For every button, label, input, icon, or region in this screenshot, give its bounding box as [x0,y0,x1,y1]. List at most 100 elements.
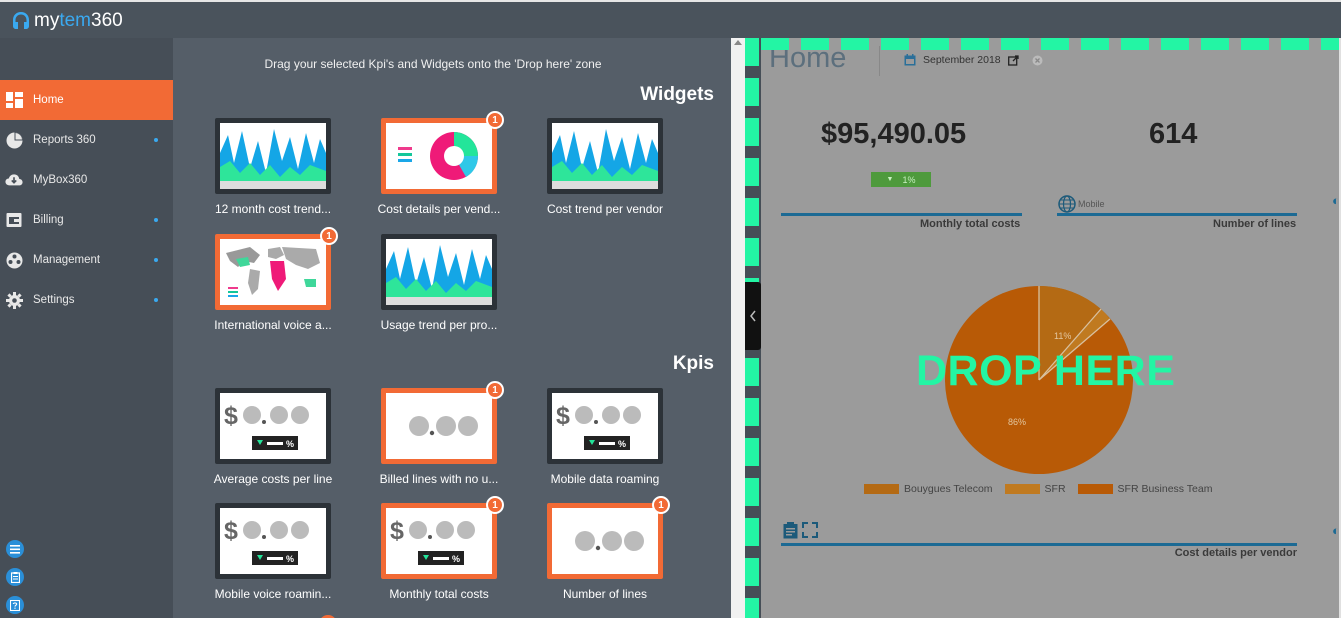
kpi-label: Number of lines [562,587,648,601]
pie-label-86: 86% [1008,417,1026,427]
sidebar-item-reports[interactable]: Reports 360 [0,120,173,160]
pie-label-11: 11% [1054,331,1071,341]
external-link-icon[interactable] [1007,54,1019,66]
date-selector[interactable]: September 2018 [904,54,1043,66]
sidebar-item-settings[interactable]: Settings [0,280,173,320]
kpi-card-number-of-lines[interactable]: 1 Number of lines [520,496,690,601]
kpi-underline [1057,213,1297,216]
scroll-up-arrow-icon[interactable] [734,40,742,45]
submenu-dot [154,218,158,222]
drop-here-label: DROP HERE [916,347,1176,395]
donut-chart-thumb-icon [398,132,479,180]
kpi-card-average-costs-per-line[interactable]: $% Average costs per line [188,388,358,486]
trend-down-icon: ▼ [886,176,894,183]
trend-value: 1% [902,174,916,185]
clear-date-icon[interactable] [1032,55,1043,66]
drop-zone-dashboard[interactable]: Home September 2018 $95,490.05 ▼ 1% Mont… [761,38,1341,618]
top-bar: my tem 360 [0,0,1341,38]
widget-underline [781,543,1297,546]
widget-toolbar [783,522,818,539]
palette-scrollbar[interactable] [731,38,745,618]
widget-thumbnail: 1 [215,227,338,310]
pie-slice-sfr [1039,309,1110,380]
widget-card-international-voice[interactable]: 1 International voice a... [188,227,358,332]
kpi-thumb-pct: % [286,439,294,449]
kpi-thumbnail: $% [215,388,331,464]
widget-card-cost-trend-per-vendor[interactable]: Cost trend per vendor [520,118,690,216]
sidebar-item-mybox[interactable]: MyBox360 [0,160,173,200]
kpi-thumbnail: 1 [381,381,504,464]
widget-thumbnail [547,118,663,194]
palette-hint: Drag your selected Kpi's and Widgets ont… [264,57,602,71]
legend-item-bouygues: Bouygues Telecom [864,483,993,495]
legend-item-sfr-business-team: SFR Business Team [1077,483,1212,495]
gear-icon [5,291,23,309]
sidebar-item-label: Settings [33,294,75,306]
area-chart-thumb-icon [386,245,492,305]
help-icon[interactable] [6,596,24,614]
dashboard-icon [5,91,23,109]
logo-text-my: my [34,10,60,31]
selection-badge: 1 [486,496,504,514]
pie-slice-bouygues [1039,285,1101,380]
calendar-icon [904,54,916,66]
logo-icon [13,12,29,29]
widget-palette: Drag your selected Kpi's and Widgets ont… [173,38,731,618]
world-map-thumb-icon [226,247,320,297]
sidebar-item-label: Home [33,94,64,106]
kpi-money-thumb-icon: $% [556,402,641,450]
kpi-thumbnail: $% [547,388,663,464]
kpi-underline [781,213,1022,216]
kpi-money-thumb-icon: $% [224,402,309,450]
kpi-thumbnail: $% 1 [381,496,504,579]
kpi-thumb-dollar: $ [224,517,238,545]
widget-card-12-month-cost-trend[interactable]: 12 month cost trend... [188,118,358,216]
kpi-label-monthly-total-costs: Monthly total costs [920,218,1021,230]
selection-badge: 1 [652,496,670,514]
sidebar-item-label: Reports 360 [33,134,96,146]
date-text: September 2018 [923,54,1001,66]
kpi-thumbnail: $% [215,503,331,579]
film-reel-icon [5,251,23,269]
widget-thumbnail [381,234,497,310]
list-icon[interactable] [6,540,24,558]
cloud-icon [5,171,23,189]
next-widget-globe-icon: ◐ [1332,193,1340,208]
kpi-monthly-total-costs-value: $95,490.05 [821,118,967,150]
widget-label: International voice a... [214,318,332,332]
kpi-card-mobile-data-roaming[interactable]: $% Mobile data roaming [520,388,690,486]
mobile-tag-text: Mobile [1078,199,1105,209]
widget-card-cost-details-per-vendor[interactable]: 1 Cost details per vend... [354,111,524,216]
sidebar-item-billing[interactable]: Billing [0,200,173,240]
kpi-card-billed-lines-no-usage[interactable]: 1 Billed lines with no u... [354,381,524,486]
pie-chart-icon [5,131,23,149]
pie-legend: Bouygues Telecom SFR SFR Business Team [864,483,1224,495]
kpi-card-mobile-voice-roaming[interactable]: $% Mobile voice roamin... [188,503,358,601]
selection-badge: 1 [486,111,504,129]
sidebar-item-management[interactable]: Management [0,240,173,280]
expand-icon[interactable] [802,522,818,538]
clipboard-icon[interactable] [783,522,798,539]
widget-label: Cost details per vend... [377,202,501,216]
clipboard-icon[interactable] [6,568,24,586]
partial-selection-badge [319,615,337,618]
drop-zone-border-top [761,38,1341,50]
widget-card-usage-trend-per-product[interactable]: Usage trend per pro... [354,234,524,332]
kpi-label: Mobile voice roamin... [214,587,332,601]
selection-badge: 1 [486,381,504,399]
kpis-title: Kpis [672,353,714,374]
kpi-money-thumb-icon: $% [224,517,309,565]
kpi-card-monthly-total-costs[interactable]: $% 1 Monthly total costs [354,496,524,601]
wallet-icon [5,211,23,229]
submenu-dot [154,138,158,142]
widgets-title: Widgets [640,84,714,105]
widget-label: Cost trend per vendor [546,202,664,216]
chevron-left-icon [750,310,756,322]
legend-item-sfr: SFR [1004,483,1066,495]
kpi-thumb-dollar: $ [390,517,404,545]
kpi-thumb-dollar: $ [556,402,570,430]
sidebar-item-home[interactable]: Home [0,80,173,120]
app-logo[interactable]: my tem 360 [12,10,123,32]
right-edge [1339,38,1341,618]
panel-collapse-handle[interactable] [745,282,761,350]
